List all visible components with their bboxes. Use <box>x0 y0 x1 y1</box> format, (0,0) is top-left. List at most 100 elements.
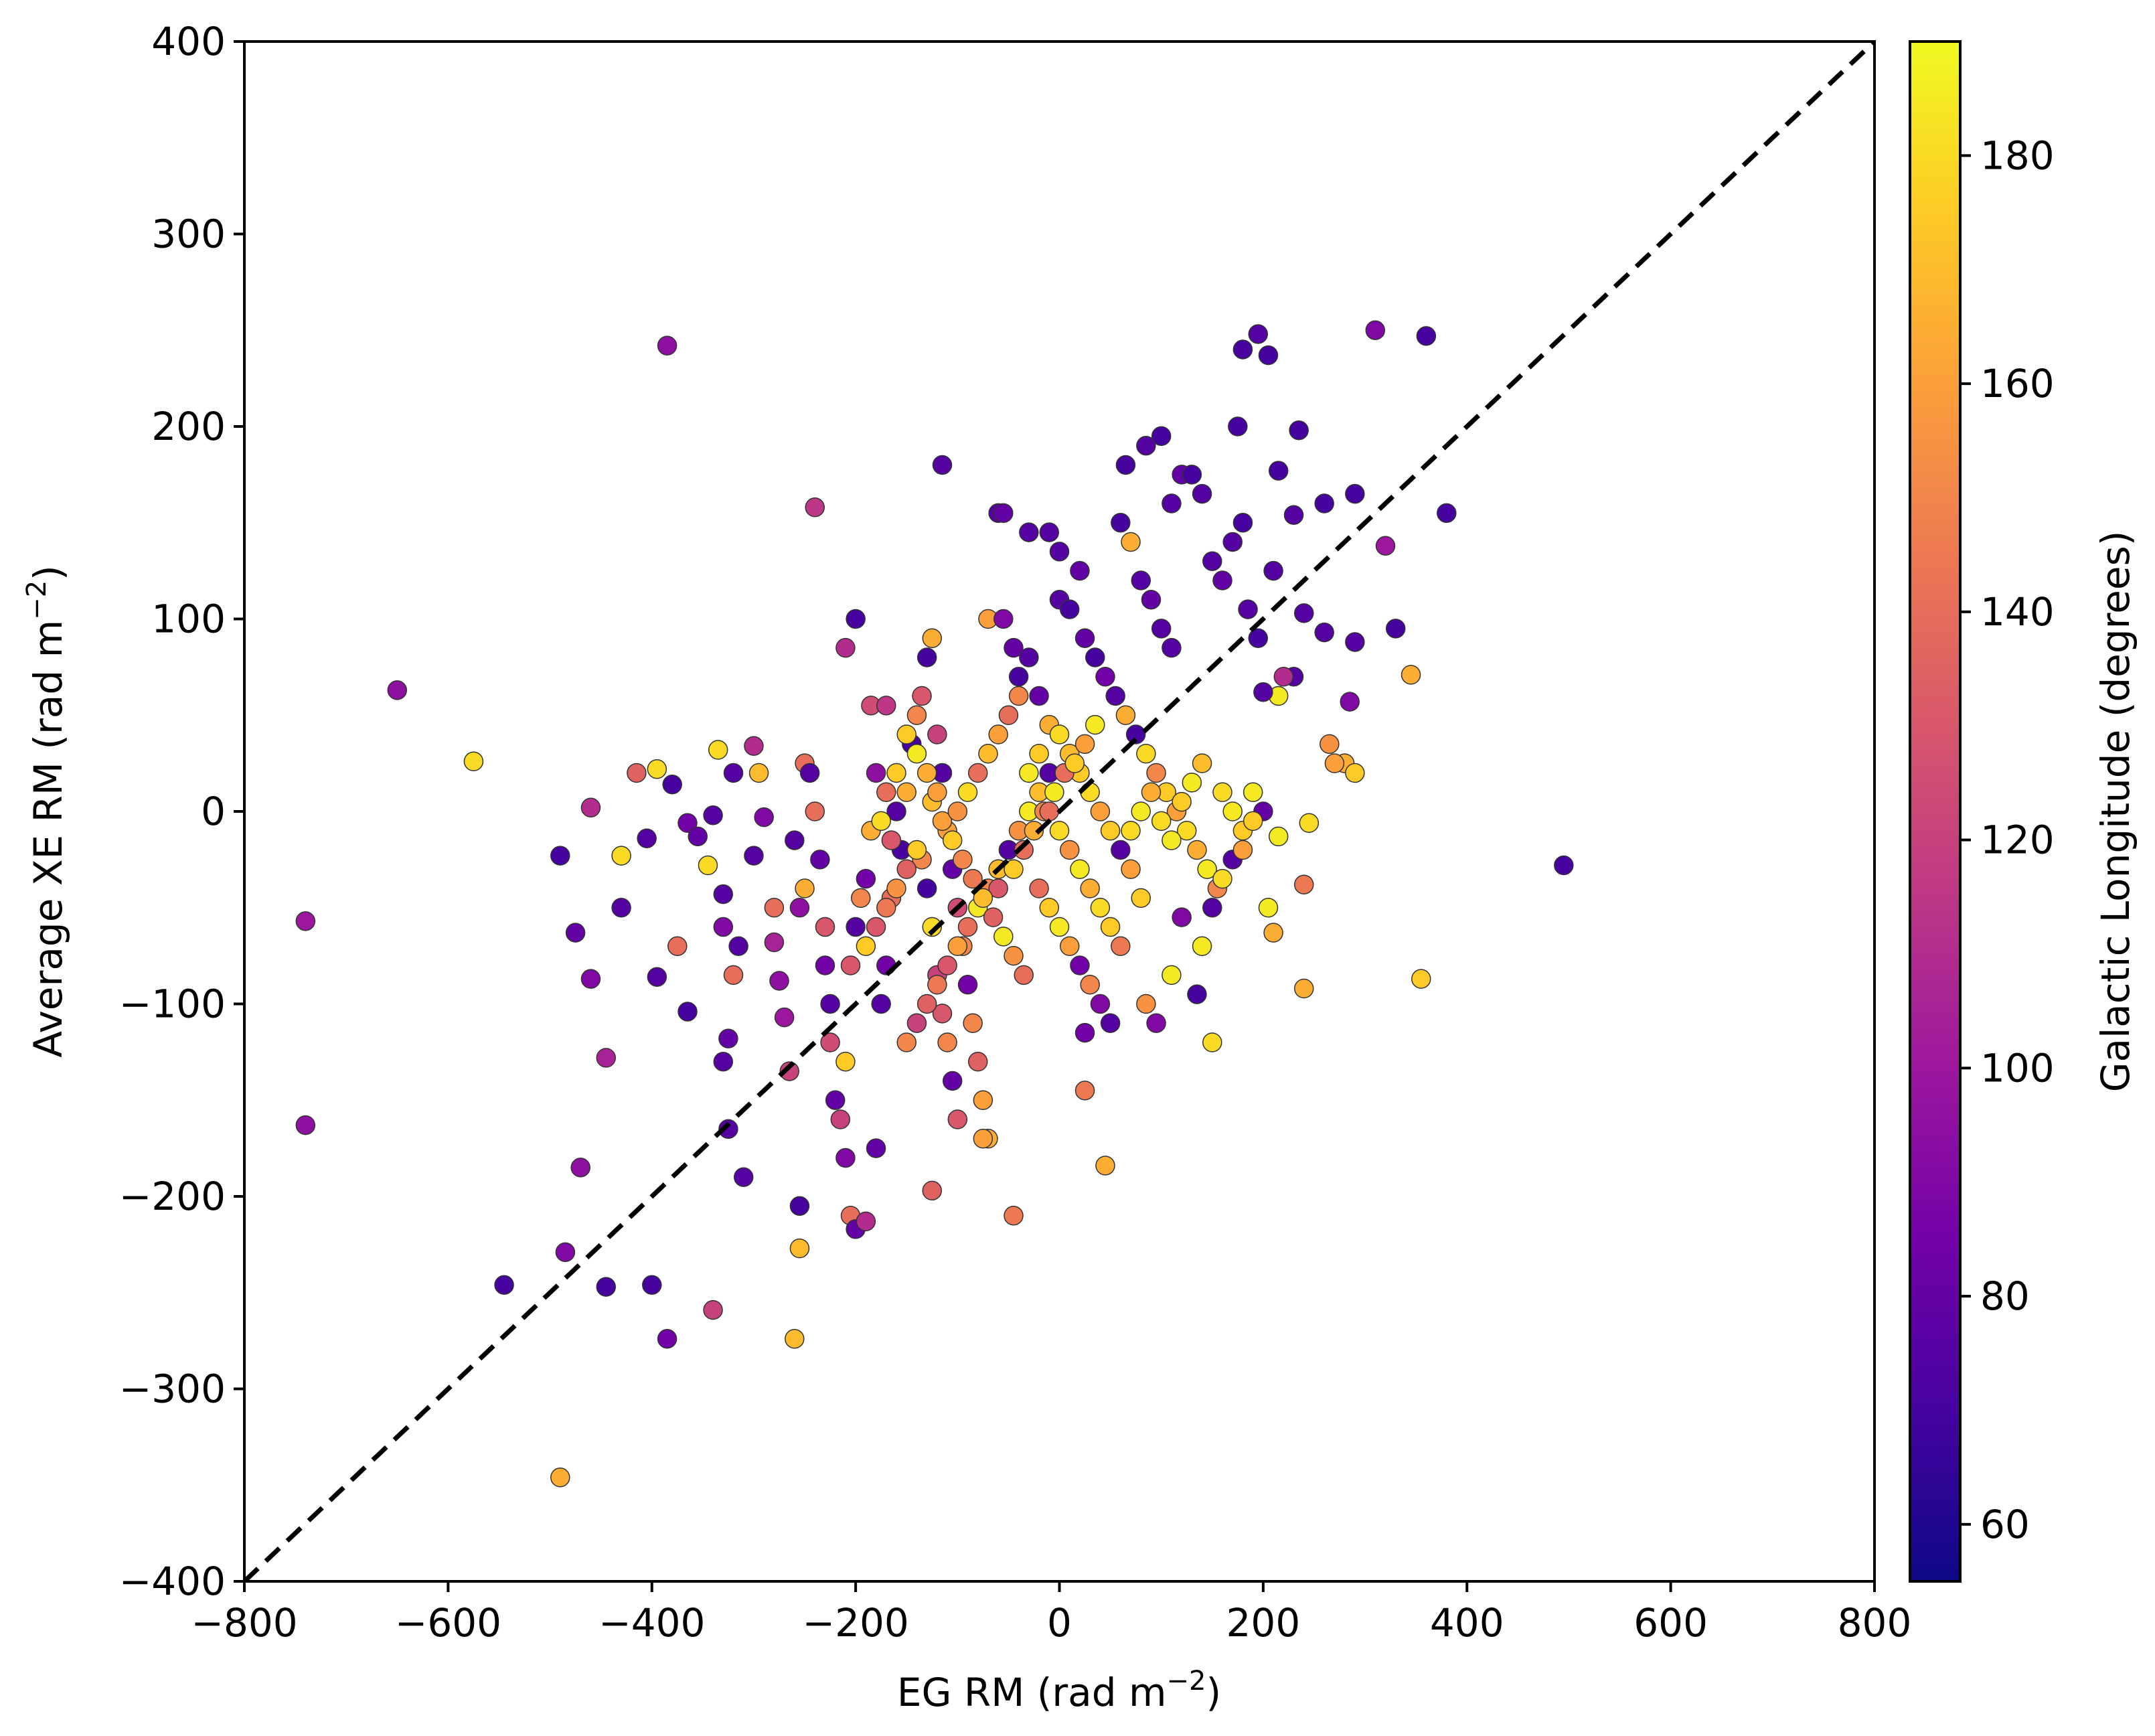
data-point <box>463 751 484 771</box>
data-point <box>1187 840 1207 860</box>
data-point <box>1263 923 1283 943</box>
colorbar-ticks: 60 80 100 120 140 160 180 <box>1960 133 2055 1547</box>
data-point <box>1004 637 1024 658</box>
data-point <box>789 1238 810 1259</box>
data-point <box>723 965 744 985</box>
data-point <box>968 763 988 783</box>
data-point <box>637 828 657 848</box>
data-point <box>779 1061 799 1081</box>
data-point <box>713 884 734 904</box>
data-point <box>810 850 830 870</box>
data-point <box>1212 782 1232 802</box>
data-point <box>916 647 937 667</box>
x-tick-label: 600 <box>1633 1600 1708 1646</box>
data-point <box>963 868 983 889</box>
data-point <box>1074 628 1095 648</box>
data-point <box>1111 936 1131 956</box>
data-point <box>728 936 748 956</box>
data-point <box>748 763 769 783</box>
data-point <box>1238 599 1258 619</box>
data-point <box>647 967 667 987</box>
colorbar-tick-label: 160 <box>1980 361 2055 406</box>
data-point <box>1151 426 1172 447</box>
data-point <box>1162 965 1182 985</box>
data-point <box>973 1129 993 1149</box>
data-point <box>1004 945 1024 966</box>
data-point <box>906 1013 927 1033</box>
data-point <box>1324 753 1345 773</box>
data-point <box>1172 791 1192 812</box>
data-point <box>805 801 825 821</box>
data-point <box>1182 773 1202 793</box>
data-point <box>769 971 789 991</box>
data-point <box>1268 461 1289 481</box>
data-point <box>580 797 601 817</box>
y-tick-label: −100 <box>119 981 226 1027</box>
data-point <box>1121 821 1141 841</box>
data-point <box>1248 628 1269 648</box>
data-point <box>1141 590 1162 610</box>
data-point <box>886 878 906 898</box>
data-point <box>667 936 688 956</box>
data-point <box>1263 560 1283 581</box>
data-point <box>1273 667 1294 687</box>
data-point <box>881 830 902 850</box>
data-point <box>1258 345 1279 366</box>
data-point <box>896 724 916 744</box>
data-point <box>916 878 937 898</box>
data-point <box>1008 667 1029 687</box>
data-point <box>1039 801 1060 821</box>
data-point <box>387 680 408 700</box>
data-point <box>815 917 835 937</box>
data-point <box>1090 801 1111 821</box>
data-point <box>1074 734 1095 755</box>
data-point <box>988 724 1008 744</box>
data-point <box>922 628 943 648</box>
x-tick-label: −200 <box>802 1600 908 1646</box>
data-point <box>1039 898 1060 918</box>
data-point <box>723 763 744 783</box>
data-point <box>795 878 815 898</box>
data-point <box>922 917 943 937</box>
data-point <box>611 846 631 866</box>
data-point <box>1162 493 1182 514</box>
data-point <box>789 898 810 918</box>
data-point <box>866 763 886 783</box>
data-point <box>1283 505 1304 525</box>
data-point <box>657 335 677 356</box>
data-point <box>1345 632 1365 652</box>
data-point <box>815 955 835 975</box>
data-point <box>550 1468 570 1488</box>
data-point <box>1222 801 1243 821</box>
data-point <box>871 994 891 1014</box>
data-point <box>1100 917 1121 937</box>
data-point <box>825 1090 846 1110</box>
data-point <box>1080 975 1100 995</box>
data-point <box>973 888 993 909</box>
data-point <box>856 868 876 889</box>
data-point <box>1314 493 1334 514</box>
data-point <box>657 1329 677 1349</box>
data-point <box>1182 465 1202 485</box>
data-point <box>932 811 953 832</box>
data-point <box>835 637 856 658</box>
data-point <box>718 1028 738 1048</box>
data-point <box>1345 483 1365 504</box>
data-point <box>1151 811 1172 832</box>
data-point <box>850 888 871 909</box>
data-points <box>295 320 1574 1488</box>
data-point <box>677 1002 698 1022</box>
data-point <box>1131 570 1151 590</box>
data-point <box>733 1167 754 1187</box>
data-point <box>927 724 947 744</box>
data-point <box>1115 455 1136 475</box>
data-point <box>988 878 1008 898</box>
data-point <box>1111 513 1131 533</box>
data-point <box>1345 763 1365 783</box>
data-point <box>1090 994 1111 1014</box>
data-point <box>1232 513 1253 533</box>
data-point <box>494 1275 514 1295</box>
data-point <box>835 1148 856 1168</box>
data-point <box>1202 898 1222 918</box>
data-point <box>580 969 601 989</box>
